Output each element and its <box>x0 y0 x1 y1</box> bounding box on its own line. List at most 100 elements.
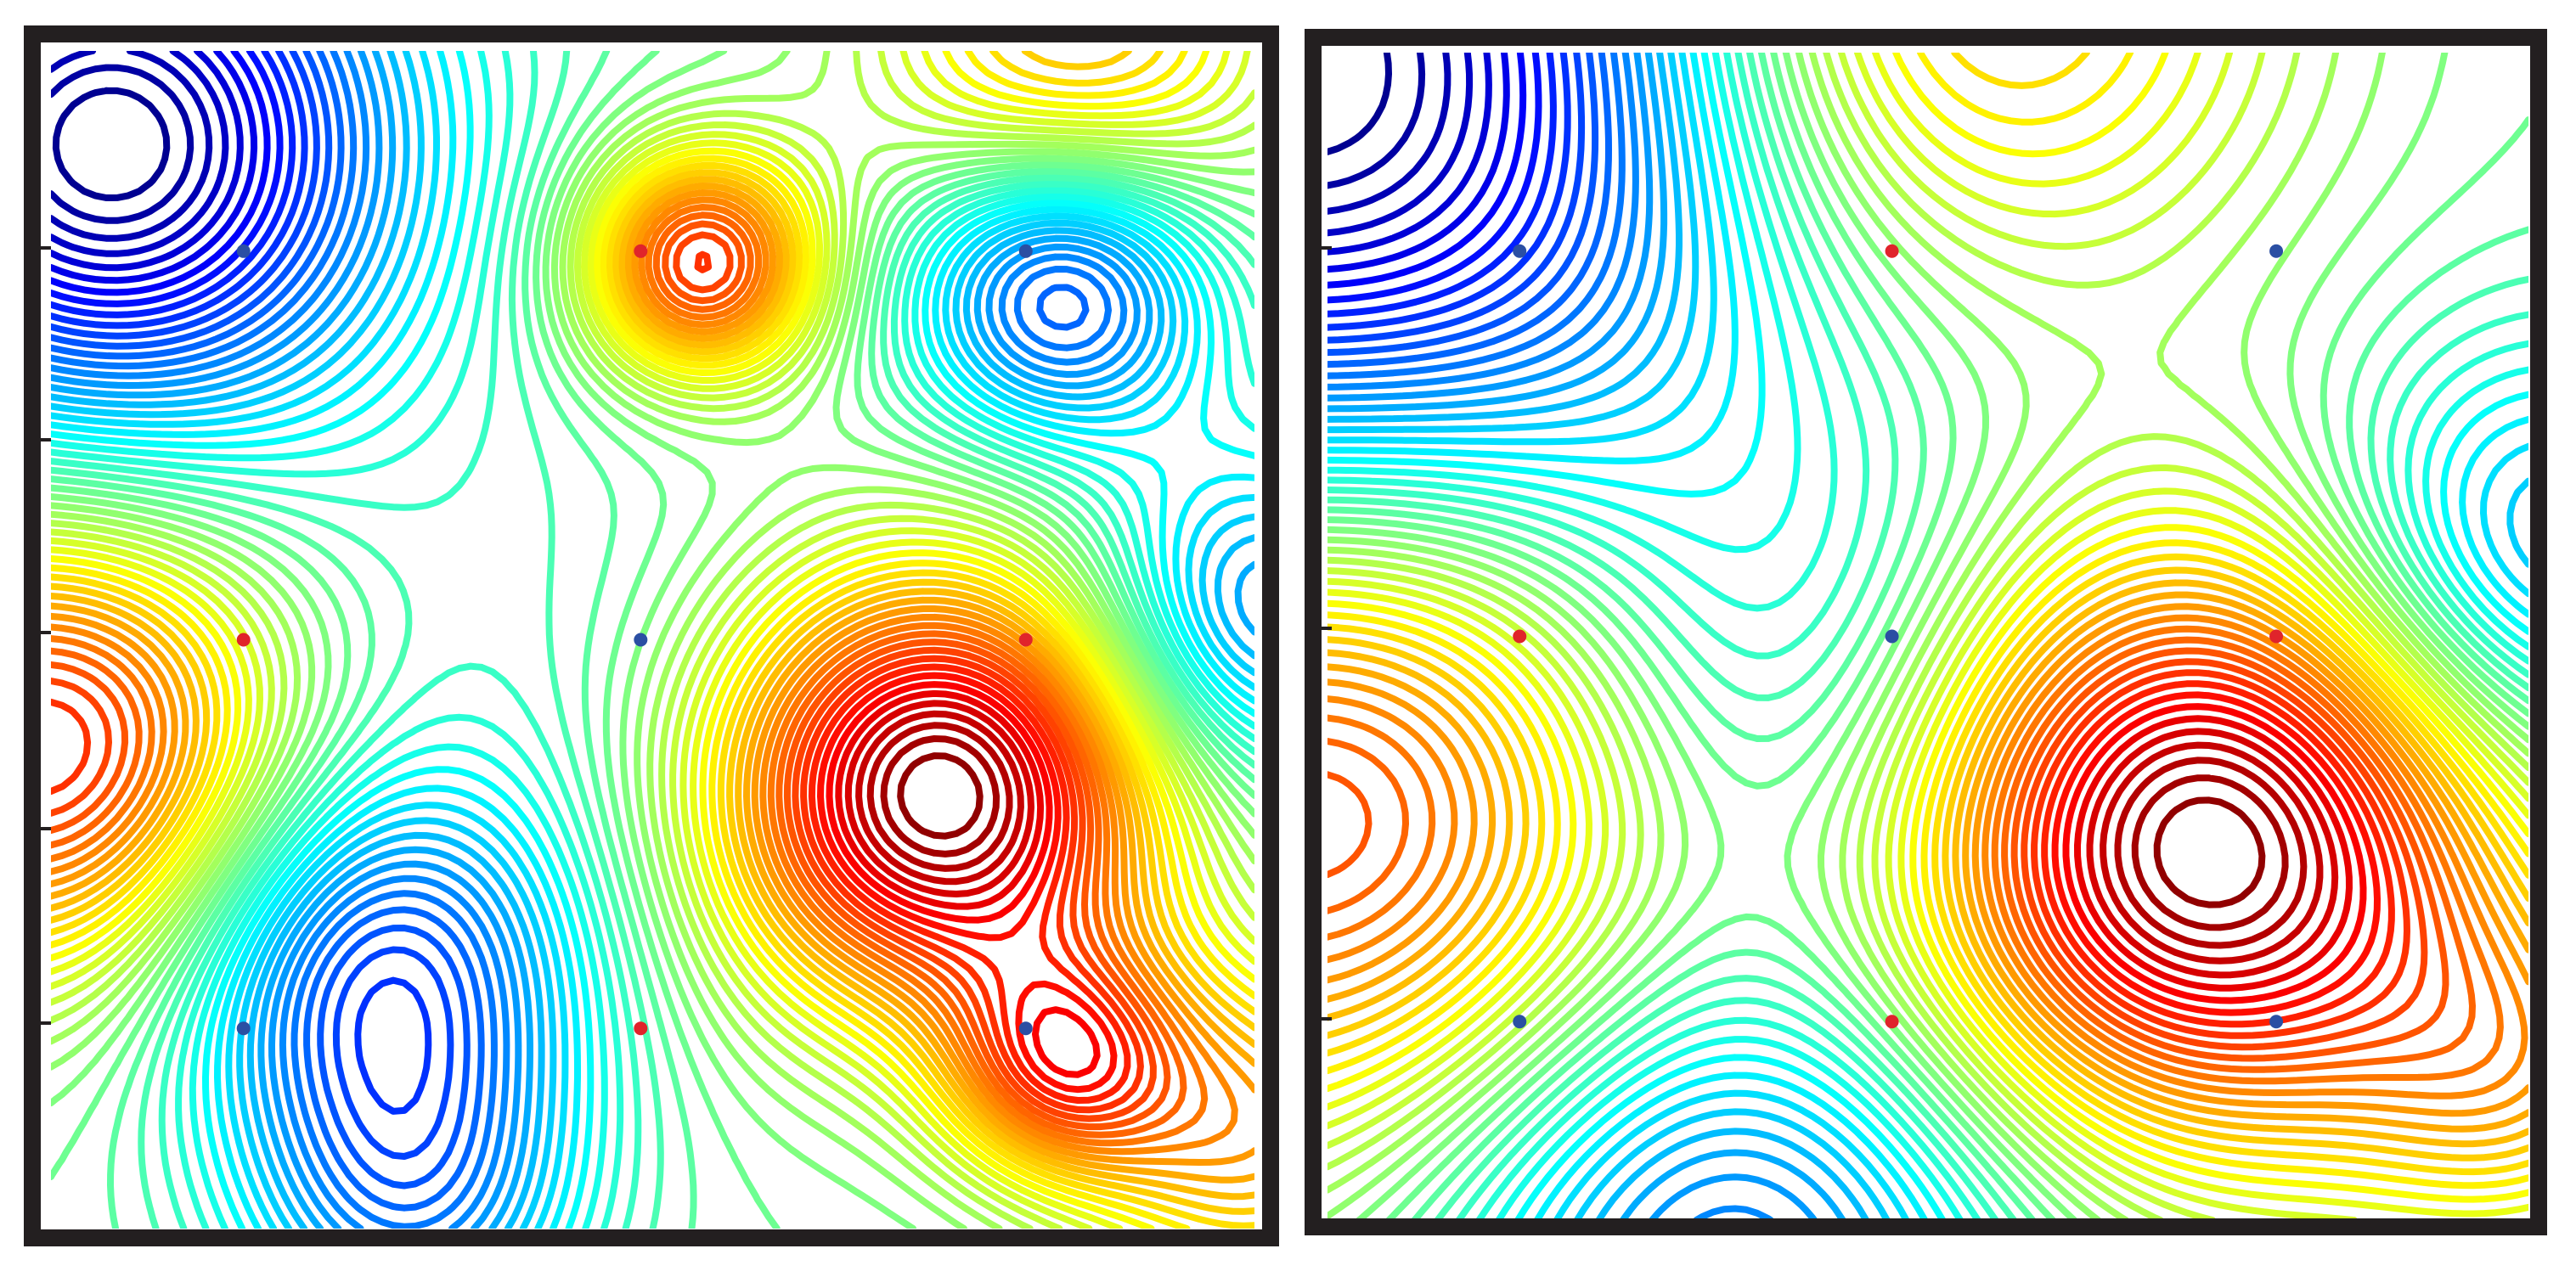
contour-line <box>880 735 1001 858</box>
contour-line <box>51 51 296 318</box>
marker-blue <box>1018 244 1033 258</box>
contour-line <box>1327 53 1818 1220</box>
contour-line <box>1327 603 2528 1117</box>
contour-line <box>51 51 1254 1229</box>
contour-line <box>51 204 1209 1147</box>
contour-line <box>2041 680 2395 1028</box>
contour-line <box>1327 625 2504 1085</box>
contour-line <box>855 710 1024 886</box>
contour-line <box>1327 53 1846 1220</box>
contour-line <box>51 196 1238 1156</box>
contour-line <box>51 51 1254 1229</box>
marker-red <box>2269 629 2284 644</box>
contour-line <box>51 220 1171 1131</box>
contour-line <box>51 51 471 1190</box>
contour-line <box>866 722 1013 872</box>
contour-line <box>808 663 1131 1104</box>
contour-line <box>1327 53 2528 1220</box>
panel-frame <box>1305 29 2547 1235</box>
contour-line <box>1327 53 2528 1220</box>
contour-line <box>51 51 1112 1229</box>
contour-line <box>1327 579 2528 1148</box>
contour-line <box>1327 566 2528 1161</box>
contour-line <box>844 700 1034 897</box>
contour-line <box>1327 53 2528 1220</box>
contour-line <box>51 51 1254 1229</box>
contour-line <box>51 183 1254 1184</box>
marker-red <box>634 244 648 258</box>
contour-line <box>2153 796 2266 908</box>
contour-line <box>51 51 258 284</box>
contour-line <box>1327 53 1451 215</box>
contour-line <box>2062 703 2367 1004</box>
contour-line <box>2114 756 2308 949</box>
contour-line <box>1327 53 1527 289</box>
marker-red <box>236 633 251 647</box>
contour-line <box>51 51 1254 1215</box>
contour-line <box>51 51 1254 1229</box>
contour-line <box>1327 53 2528 1220</box>
contour-line <box>51 51 213 242</box>
contour-lines <box>51 51 1254 1229</box>
marker-blue <box>1513 1015 1527 1029</box>
contour-line <box>2021 658 2428 1051</box>
contour-line <box>51 51 1254 1229</box>
contour-line <box>1327 53 1586 344</box>
contour-line <box>51 51 244 272</box>
contour-line <box>51 51 1254 1229</box>
contour-line <box>51 51 1254 1229</box>
contour-line <box>1327 53 2528 1220</box>
contour-line <box>1327 53 1492 256</box>
contour-panel-left <box>24 25 1279 1246</box>
contour-line <box>1327 53 2528 1220</box>
contour-line <box>1327 53 2528 1220</box>
contour-line <box>51 64 194 224</box>
contour-line <box>1327 53 2528 1220</box>
contour-line <box>51 51 1254 1229</box>
marker-blue <box>2269 244 2284 258</box>
marker-blue <box>634 633 648 647</box>
contour-line <box>51 51 1254 1229</box>
contour-line <box>51 51 454 1160</box>
contour-line <box>51 51 1254 1229</box>
contour-line <box>2074 715 2353 992</box>
contour-line <box>1327 53 1599 357</box>
contour-line <box>1327 53 2528 1220</box>
marker-blue <box>2269 1015 2284 1029</box>
marker-red <box>1885 244 1899 258</box>
contour-line <box>51 51 1254 1229</box>
contour-line <box>1327 53 2528 1220</box>
contour-line <box>1327 53 1510 273</box>
contour-line <box>1327 53 2528 1220</box>
contour-line <box>1327 53 2528 1220</box>
contour-line <box>51 51 1254 1229</box>
marker-blue <box>1885 629 1899 644</box>
contour-line <box>51 231 1157 1122</box>
contour-line <box>51 51 1090 1212</box>
contour-line <box>1327 53 1612 368</box>
contour-line <box>2086 728 2339 979</box>
contour-line <box>1327 53 1542 304</box>
contour-line <box>1327 53 1870 1220</box>
contour-line <box>1327 53 1557 318</box>
marker-red <box>1885 1015 1899 1029</box>
marker-red <box>1513 629 1527 644</box>
contour-line <box>51 189 1254 1166</box>
contour-line <box>2131 774 2289 931</box>
contour-line <box>1327 53 1774 1220</box>
contour-line <box>51 176 1254 1201</box>
contour-line <box>51 51 284 307</box>
contour-line <box>51 51 1254 1229</box>
panel-frame <box>24 25 1279 1246</box>
contour-line <box>51 51 1254 1229</box>
contour-line <box>51 211 1187 1139</box>
contour-line <box>1327 647 2449 1062</box>
contour-line <box>51 51 1254 1229</box>
contour-line <box>2031 669 2410 1039</box>
contour-line <box>1327 53 1474 237</box>
contour-line <box>1327 636 2476 1073</box>
marker-blue <box>1018 1021 1033 1036</box>
contour-line <box>51 51 1254 1229</box>
contour-line <box>1327 591 2528 1133</box>
